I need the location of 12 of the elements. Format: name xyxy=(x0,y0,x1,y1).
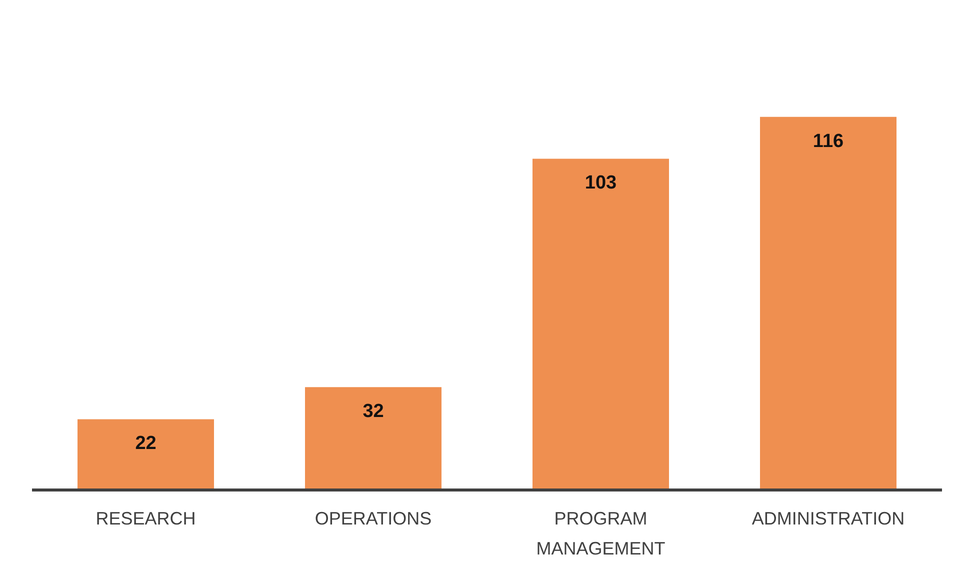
bar xyxy=(532,158,669,490)
x-tick-label: RESEARCH xyxy=(96,508,196,528)
x-tick-label: PROGRAM MANAGEMENT xyxy=(536,508,666,558)
data-label: 103 xyxy=(584,172,617,194)
data-label: 22 xyxy=(135,433,156,454)
data-label: 32 xyxy=(362,401,384,422)
bar xyxy=(305,387,442,490)
data-label: 116 xyxy=(812,130,844,152)
bar xyxy=(760,116,896,490)
bar xyxy=(78,419,214,490)
x-tick-label: OPERATIONS xyxy=(314,508,432,528)
x-tick-label: ADMINISTRATION xyxy=(752,508,905,528)
